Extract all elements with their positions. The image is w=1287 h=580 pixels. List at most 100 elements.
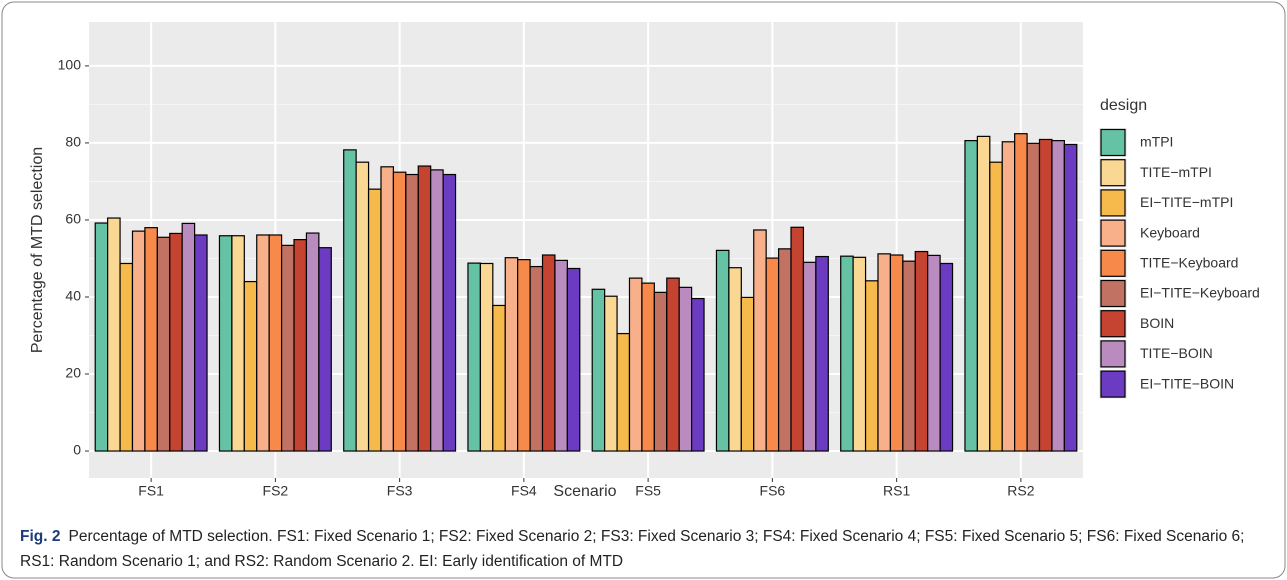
legend-swatch [1100, 310, 1126, 338]
x-tick-label: FS6 [760, 483, 786, 499]
bar [256, 234, 270, 452]
bar [1014, 133, 1028, 452]
legend-swatch [1100, 279, 1126, 308]
y-tick-label: 20 [65, 365, 81, 381]
bar [479, 262, 494, 452]
x-tick-label: RS1 [883, 483, 910, 499]
legend-swatch [1100, 159, 1126, 187]
bar [653, 291, 668, 452]
bar [144, 227, 158, 452]
bar [616, 332, 631, 452]
bar [231, 235, 245, 452]
bar [94, 222, 109, 452]
x-tick-label: FS5 [635, 483, 661, 499]
caption-label: Fig. 2 [20, 528, 61, 545]
bar [541, 254, 556, 452]
bar [715, 249, 730, 452]
bar [678, 286, 693, 452]
bar [156, 236, 171, 452]
bar [355, 161, 370, 452]
bar [305, 232, 320, 452]
bar [604, 295, 618, 452]
y-tick-label: 80 [65, 134, 81, 150]
bar [268, 234, 283, 452]
legend-label: TITE−mTPI [1140, 164, 1212, 180]
x-tick-label: FS1 [138, 483, 164, 499]
legend-label: EI−TITE−BOIN [1140, 375, 1234, 391]
bar [1026, 142, 1041, 452]
bar [790, 226, 805, 452]
bar [777, 248, 792, 452]
legend-label: Keyboard [1140, 224, 1200, 240]
legend-label: mTPI [1140, 134, 1173, 150]
x-tick-label: RS2 [1007, 483, 1034, 499]
bar [1001, 141, 1016, 452]
bar [840, 255, 854, 452]
bar [194, 234, 208, 452]
bar [927, 254, 941, 452]
legend-label: EI−TITE−mTPI [1140, 194, 1233, 210]
bar [318, 247, 332, 452]
bar [280, 244, 295, 452]
bar [666, 277, 680, 452]
bar [964, 140, 978, 452]
legend-swatch [1100, 189, 1126, 217]
legend-swatch [1100, 370, 1126, 398]
bar [889, 254, 904, 452]
y-tick-label: 60 [65, 211, 81, 227]
y-axis-title: Percentage of MTD selection [29, 147, 46, 353]
legend-swatch [1100, 249, 1126, 277]
bar [181, 222, 196, 452]
legend-swatch [1100, 219, 1126, 247]
caption: Fig. 2 Percentage of MTD selection. FS1: … [20, 524, 1270, 574]
bar [902, 260, 916, 452]
bar [852, 256, 867, 452]
bar [380, 166, 395, 452]
bar [442, 173, 457, 452]
bar [864, 280, 879, 452]
y-tick-label: 100 [58, 57, 82, 73]
bar [119, 262, 134, 452]
bar [293, 239, 308, 452]
bar [1051, 140, 1065, 452]
bar [430, 169, 444, 452]
legend-label: TITE−BOIN [1140, 345, 1213, 361]
bar [914, 250, 929, 452]
bar [989, 161, 1003, 452]
bar [691, 297, 705, 452]
bar [641, 282, 655, 452]
bar [492, 304, 506, 452]
bar [467, 262, 481, 452]
x-tick-label: FS3 [387, 483, 413, 499]
legend-label: EI−TITE−Keyboard [1140, 285, 1260, 301]
bar [976, 135, 991, 452]
legend-label: BOIN [1140, 315, 1174, 331]
bar [815, 255, 829, 452]
legend-title: design [1100, 97, 1147, 114]
x-axis-title: Scenario [553, 483, 616, 500]
bar [529, 265, 544, 452]
bar [169, 232, 183, 452]
bar [740, 296, 755, 452]
bar [243, 280, 258, 452]
x-tick-label: FS2 [263, 483, 289, 499]
bar [1063, 143, 1078, 452]
legend-label: TITE−Keyboard [1140, 255, 1238, 271]
bar [343, 149, 357, 452]
bar [566, 267, 581, 452]
bar [765, 257, 780, 452]
bar [802, 261, 817, 452]
bar [591, 288, 606, 452]
bar [131, 230, 146, 452]
bar [628, 277, 643, 452]
bar [877, 253, 892, 452]
y-tick-label: 0 [73, 442, 81, 458]
bar [1038, 138, 1053, 452]
bar [218, 235, 233, 452]
bar [504, 257, 519, 452]
bar [728, 267, 742, 452]
legend-swatch [1100, 340, 1126, 368]
caption-text: Percentage of MTD selection. FS1: Fixed … [20, 528, 1245, 570]
y-tick-label: 40 [65, 288, 81, 304]
